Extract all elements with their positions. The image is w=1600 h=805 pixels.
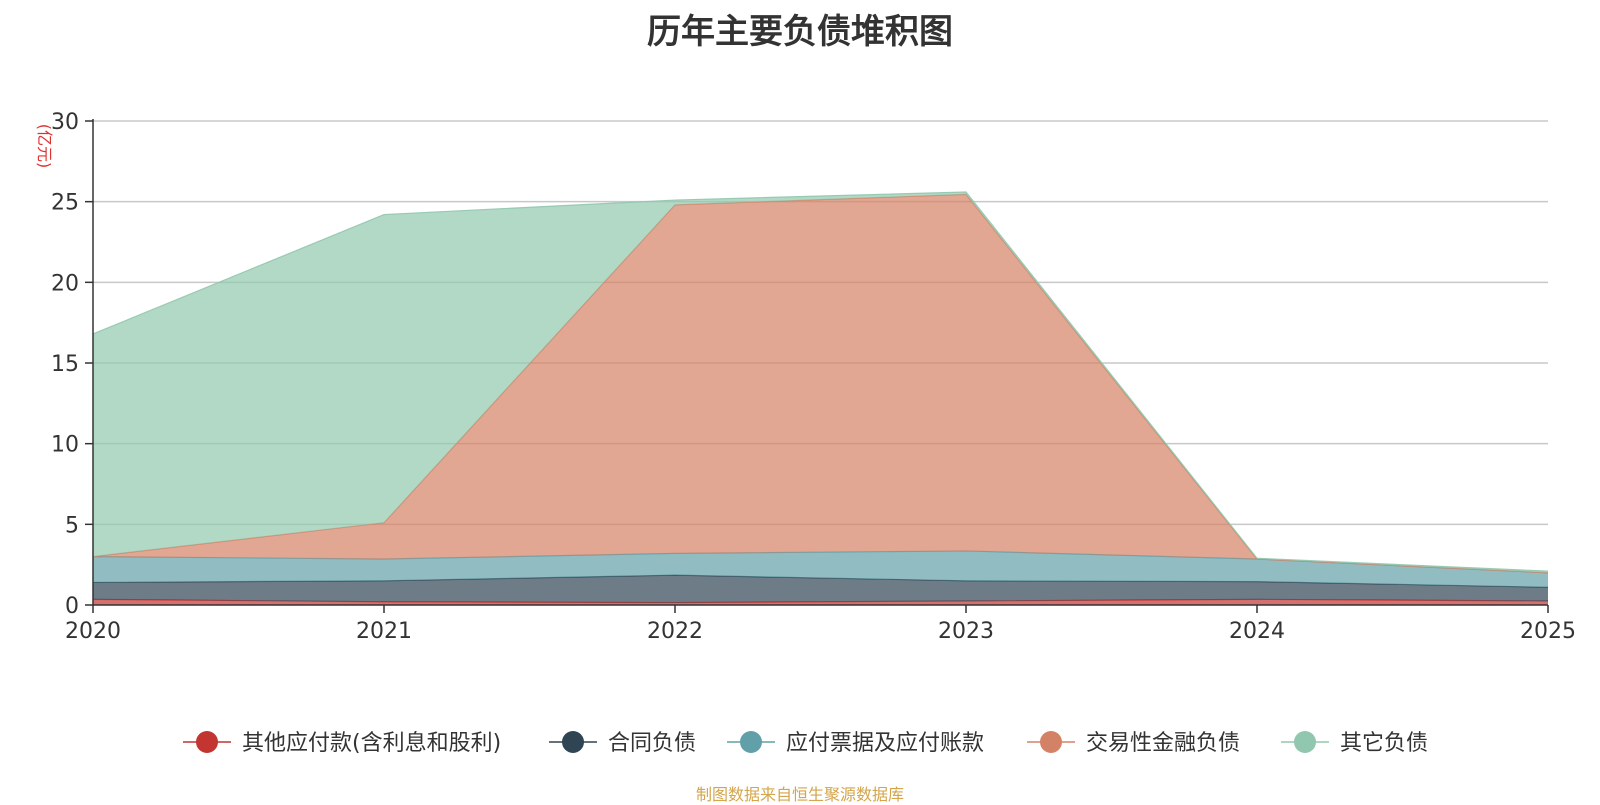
area-series bbox=[92, 191, 1549, 605]
legend-item-1: 合同负债 bbox=[549, 731, 696, 756]
y-axis-unit-label: (亿元) bbox=[35, 124, 54, 169]
legend-marker-0 bbox=[196, 731, 218, 753]
legend-item-0: 其他应付款(含利息和股利) bbox=[183, 731, 501, 756]
legend-item-3: 交易性金融负债 bbox=[1027, 731, 1240, 756]
y-tick-label-25: 25 bbox=[51, 191, 79, 216]
x-tick-label-2023: 2023 bbox=[938, 619, 994, 644]
x-tick-label-2024: 2024 bbox=[1229, 619, 1285, 644]
y-tick-label-10: 10 bbox=[51, 433, 79, 458]
y-tick-label-30: 30 bbox=[51, 110, 79, 135]
legend-label-1: 合同负债 bbox=[608, 731, 696, 756]
legend-label-4: 其它负债 bbox=[1340, 731, 1428, 756]
legend-item-2: 应付票据及应付账款 bbox=[727, 731, 984, 756]
legend-item-4: 其它负债 bbox=[1281, 731, 1428, 756]
y-tick-label-5: 5 bbox=[65, 513, 79, 538]
area-series-3 bbox=[93, 194, 1548, 573]
legend-label-3: 交易性金融负债 bbox=[1086, 731, 1240, 756]
x-tick-label-2021: 2021 bbox=[356, 619, 412, 644]
legend-marker-1 bbox=[562, 731, 584, 753]
y-tick-label-20: 20 bbox=[51, 271, 79, 296]
legend: 其他应付款(含利息和股利) 合同负债 应付票据及应付账款 交易性金融负债 其它负债 bbox=[183, 731, 1428, 756]
area-series-4 bbox=[93, 191, 1548, 573]
x-tick-label-2025: 2025 bbox=[1520, 619, 1576, 644]
area-series-2 bbox=[93, 550, 1548, 588]
area-line-series-4 bbox=[92, 191, 1549, 572]
legend-label-2: 应付票据及应付账款 bbox=[786, 731, 984, 756]
area-series-1 bbox=[93, 575, 1548, 603]
data-source-note: 制图数据来自恒生聚源数据库 bbox=[695, 785, 904, 804]
legend-marker-4 bbox=[1294, 731, 1316, 753]
y-tick-label-0: 0 bbox=[65, 594, 79, 619]
legend-marker-3 bbox=[1040, 731, 1062, 753]
legend-marker-2 bbox=[740, 731, 762, 753]
x-axis-ticks: 2020 2021 2022 2023 2024 2025 bbox=[65, 605, 1576, 644]
x-tick-label-2020: 2020 bbox=[65, 619, 121, 644]
y-tick-label-15: 15 bbox=[51, 352, 79, 377]
x-tick-label-2022: 2022 bbox=[647, 619, 703, 644]
legend-label-0: 其他应付款(含利息和股利) bbox=[242, 731, 501, 756]
chart-title: 历年主要负债堆积图 bbox=[647, 12, 953, 52]
y-axis-ticks: 0 5 10 15 20 25 30 bbox=[51, 110, 93, 619]
